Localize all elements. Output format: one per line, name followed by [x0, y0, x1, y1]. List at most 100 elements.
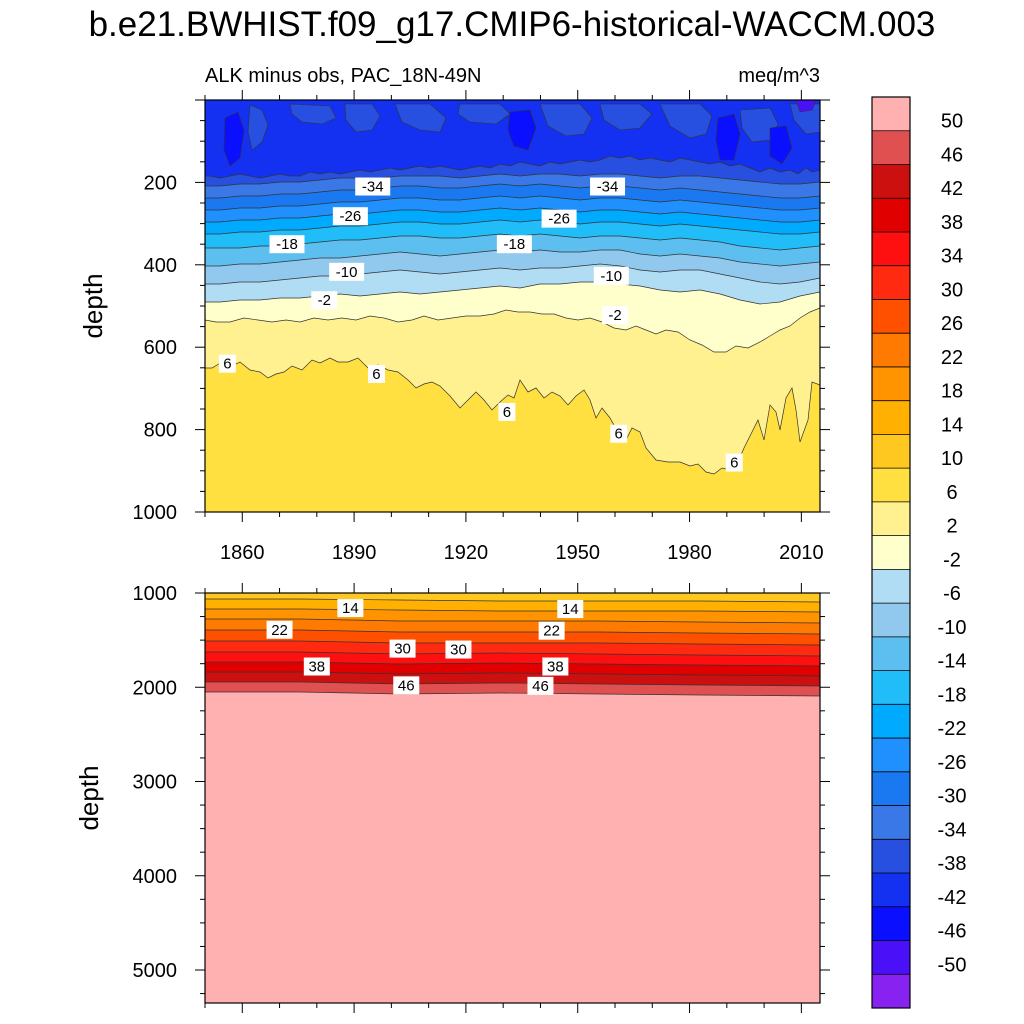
colorbar-swatch [872, 130, 910, 165]
colorbar-swatch [872, 704, 910, 739]
colorbar-label: -42 [938, 887, 967, 909]
upper-panel: ALK minus obs, PAC_18N-49N meq/m^3 [78, 65, 830, 564]
colorbar-swatch [872, 164, 910, 199]
colorbar-label: 42 [941, 178, 963, 200]
upper-y-ticks: 200 400 600 800 1000 [133, 99, 830, 524]
lower-x-ticks [204, 583, 802, 1013]
contour-label-text: 6 [730, 455, 738, 472]
upper-x-ticks: 1860 1890 1920 1950 1980 2010 [204, 90, 824, 564]
contour-label: 38 [542, 657, 569, 676]
y-tick-label: 1000 [133, 502, 178, 524]
contour-label-text: -2 [608, 307, 621, 324]
contour-label: 30 [389, 639, 416, 658]
contour-label-text: 6 [615, 426, 623, 443]
upper-y-axis-label: depth [78, 273, 108, 338]
colorbar-label: -38 [938, 853, 967, 875]
contour-label: 38 [303, 657, 330, 676]
y-tick-label: 800 [144, 420, 177, 442]
contour-label-text: 14 [562, 601, 579, 618]
colorbar-label: 46 [941, 144, 963, 166]
colorbar-swatch [872, 569, 910, 604]
upper-subtitle-right: meq/m^3 [738, 65, 820, 87]
contour-label: -2 [602, 306, 628, 325]
y-tick-label: 400 [144, 255, 177, 277]
lower-y-ticks: 1000 2000 3000 4000 5000 [133, 583, 830, 995]
colorbar-label: 22 [941, 347, 963, 369]
colorbar-label: -30 [938, 786, 967, 808]
contour-label-text: 14 [342, 600, 359, 617]
contour-label-text: 38 [308, 659, 325, 676]
x-tick-label: 1890 [332, 542, 377, 564]
colorbar-label: -50 [938, 954, 967, 976]
colorbar-label: 18 [941, 381, 963, 403]
contour-label-text: 6 [372, 366, 380, 383]
colorbar-swatch [872, 434, 910, 469]
x-tick-label: 1950 [555, 542, 600, 564]
colorbar-label: -10 [938, 617, 967, 639]
upper-subtitle-left: ALK minus obs, PAC_18N-49N [205, 65, 481, 87]
contour-label-text: -2 [318, 292, 331, 309]
colorbar-swatch [872, 873, 910, 908]
contour-label-text: 46 [398, 677, 415, 694]
contour-label: -34 [590, 177, 626, 196]
colorbar-label: -46 [938, 921, 967, 943]
contour-label: 22 [538, 621, 565, 640]
contour-label-text: -10 [600, 268, 622, 285]
contour-label-text: -34 [362, 179, 384, 196]
colorbar-swatch [872, 231, 910, 267]
colorbar-label: 34 [941, 246, 963, 268]
colorbar-label: -26 [938, 752, 967, 774]
contour-label: 14 [557, 600, 584, 619]
colorbar-label: 14 [941, 414, 963, 436]
contour-label: 6 [725, 453, 743, 472]
colorbar-swatch [872, 636, 910, 671]
contour-label-text: 46 [532, 678, 549, 695]
colorbar-label: 10 [941, 448, 963, 470]
colorbar-label: 30 [941, 279, 963, 301]
colorbar-swatch [872, 97, 910, 132]
colorbar: 50 46 42 38 34 30 26 22 18 14 10 6 2 -2 -6 -10 -14 -18 -22… [871, 96, 967, 1009]
colorbar-swatch [872, 400, 910, 435]
colorbar-label: -14 [938, 651, 967, 673]
contour-label: -26 [332, 207, 368, 226]
contour-label: 14 [337, 599, 364, 618]
colorbar-label: -34 [938, 819, 967, 841]
contour-label: 6 [218, 354, 236, 373]
contour-label: 6 [498, 402, 516, 421]
contour-label-text: 38 [547, 659, 564, 676]
colorbar-swatch [872, 940, 910, 975]
contour-label-text: 22 [543, 623, 560, 640]
colorbar-label: 50 [941, 111, 963, 133]
contour-label-text: -18 [504, 236, 526, 253]
colorbar-swatch [872, 906, 910, 941]
colorbar-label: -2 [943, 549, 961, 571]
y-tick-label: 1000 [133, 583, 178, 605]
y-tick-label: 5000 [133, 960, 178, 982]
contour-label: 22 [266, 620, 293, 639]
colorbar-swatch [872, 468, 910, 503]
colorbar-frame [871, 96, 911, 1009]
colorbar-swatch [872, 265, 910, 300]
contour-label: -18 [269, 235, 305, 254]
colorbar-swatch [872, 974, 910, 1009]
contour-label: 46 [393, 676, 420, 695]
lower-plot-frame [204, 592, 821, 1004]
colorbar-label: 26 [941, 313, 963, 335]
contour-label: -2 [311, 291, 338, 310]
colorbar-swatch [872, 738, 910, 773]
x-tick-label: 2010 [779, 542, 824, 564]
contour-label-text: 22 [271, 622, 288, 639]
y-tick-label: 3000 [133, 772, 178, 794]
contour-label-text: -18 [276, 236, 298, 253]
colorbar-swatch [872, 299, 910, 334]
lower-contour-field [205, 593, 820, 1003]
colorbar-swatch [872, 603, 910, 638]
contour-label-text: -26 [340, 208, 362, 225]
figure-title: b.e21.BWHIST.f09_g17.CMIP6-historical-WA… [89, 5, 936, 44]
contour-label: -10 [593, 266, 629, 285]
colorbar-label: 38 [941, 212, 963, 234]
